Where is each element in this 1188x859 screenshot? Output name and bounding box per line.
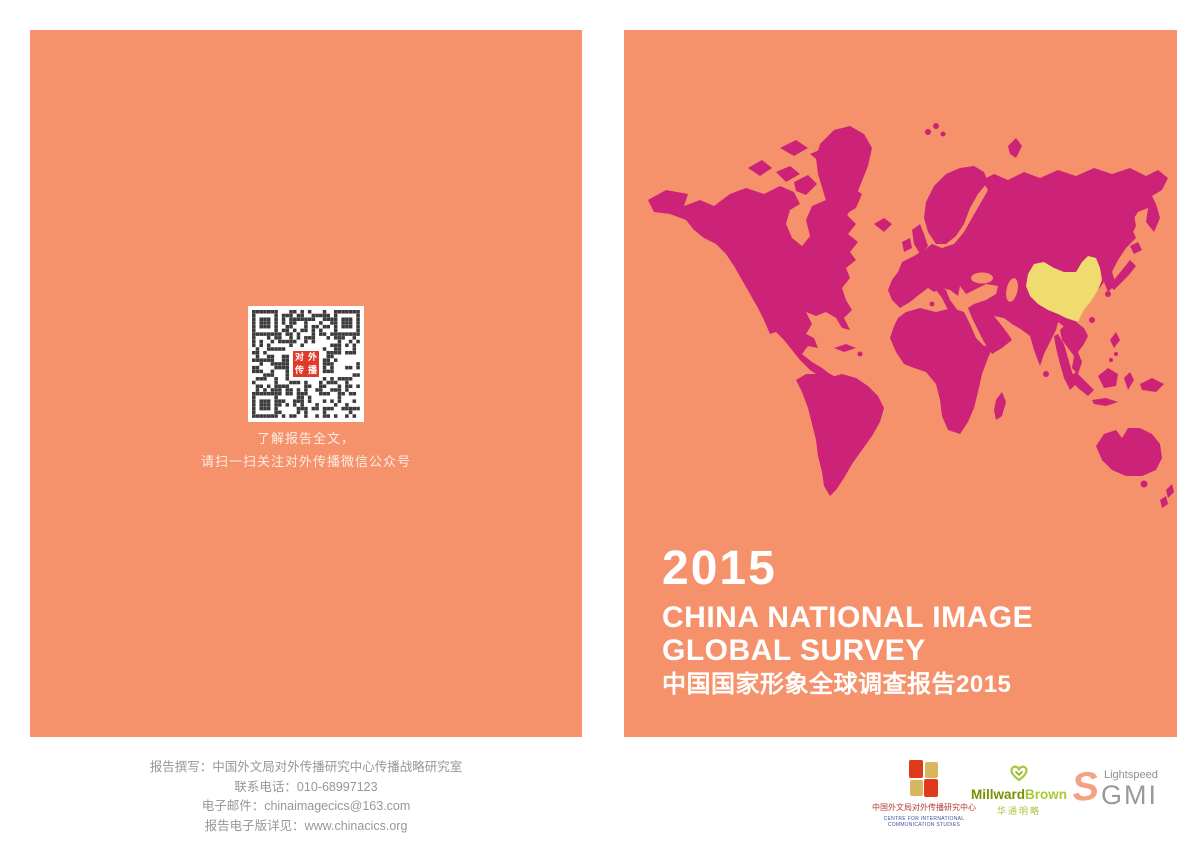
cics-seal-icon [909,760,939,798]
qr-code: 对 外 传 播 [248,306,364,422]
cics-seal-block [925,762,938,778]
back-cover-panel: 对 外 传 播 了解报告全文， 请扫一扫关注对外传播微信公众号 [30,30,582,737]
lightspeed-swoosh-icon: S [1069,763,1101,811]
qr-logo-char: 对 [294,352,304,362]
cics-seal-block [909,760,923,778]
qr-logo-char: 外 [307,352,317,362]
lightspeed-wordmark: Lightspeed [1104,769,1158,781]
gmi-wordmark: GMI [1101,780,1158,810]
millward-brown-logo: MillwardBrown 华通明略 [964,763,1074,817]
map-inland-seas [971,272,1018,302]
lightspeed-gmi-logo: S Lightspeed GMI [1069,763,1172,825]
contact-phone-line: 联系电话：010-68997123 [234,779,378,794]
title-en-line2: GLOBAL SURVEY [662,634,926,667]
millward-brown-wordmark: MillwardBrown [964,787,1074,802]
heart-icon [1010,765,1028,782]
qr-caption-line2: 请扫一扫关注对外传播微信公众号 [200,454,411,469]
partner-logos: 中国外文局对外传播研究中心 CENTRE FOR INTERNATIONAL C… [624,755,1177,845]
title-cn: 中国国家形象全球调查报告2015 [662,671,1012,698]
contact-website-line: 报告电子版详见：www.chinacics.org [204,818,408,833]
world-map [648,123,1174,508]
qr-modules [252,310,360,418]
mb-word-millward: Millward [970,787,1025,802]
contact-author-line: 报告撰写：中国外文局对外传播研究中心传播战略研究室 [149,760,463,774]
cics-name-en-line2: COMMUNICATION STUDIES [887,822,961,828]
cics-logo: 中国外文局对外传播研究中心 CENTRE FOR INTERNATIONAL C… [864,760,984,828]
qr-logo-char: 播 [307,365,317,375]
qr-caption-line1: 了解报告全文， [256,431,355,446]
millward-brown-cn: 华通明略 [996,806,1041,816]
cics-name-en-line1: CENTRE FOR INTERNATIONAL [883,816,965,822]
front-cover-panel: 2015 CHINA NATIONAL IMAGE GLOBAL SURVEY … [624,30,1177,737]
title-en-line1: CHINA NATIONAL IMAGE [662,601,1034,634]
mb-word-brown: Brown [1025,787,1067,802]
contact-info: 报告撰写：中国外文局对外传播研究中心传播战略研究室 联系电话：010-68997… [30,758,582,836]
qr-caption: 了解报告全文， 请扫一扫关注对外传播微信公众号 [30,427,582,473]
qr-center-logo: 对 外 传 播 [291,349,321,379]
map-landmasses [648,123,1174,508]
qr-logo-char: 传 [294,365,304,375]
contact-email-line: 电子邮件：chinaimagecics@163.com [201,799,411,813]
title-year: 2015 [662,542,777,595]
map-china-highlight [1026,256,1102,322]
cics-seal-block [910,780,923,796]
cover-title-block: 2015 CHINA NATIONAL IMAGE GLOBAL SURVEY … [662,544,1033,700]
cics-name-cn: 中国外文局对外传播研究中心 [872,803,976,812]
cics-seal-block [924,779,938,797]
